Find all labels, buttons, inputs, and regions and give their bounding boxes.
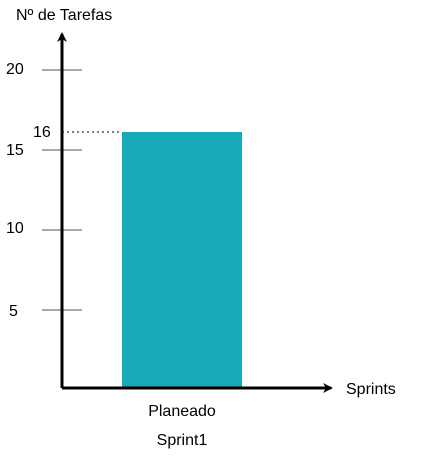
x-axis-label: Sprints <box>346 381 396 398</box>
value-reference-label: 16 <box>33 124 51 141</box>
x-group-label: Sprint1 <box>157 432 208 449</box>
y-tick-label: 15 <box>6 142 24 159</box>
y-tick-label: 10 <box>6 220 24 237</box>
bar-planeado <box>122 132 242 388</box>
y-tick-label: 20 <box>6 61 24 78</box>
x-category-label: Planeado <box>148 403 216 420</box>
y-tick-label: 5 <box>9 303 18 320</box>
y-axis-label: Nº de Tarefas <box>16 7 112 24</box>
